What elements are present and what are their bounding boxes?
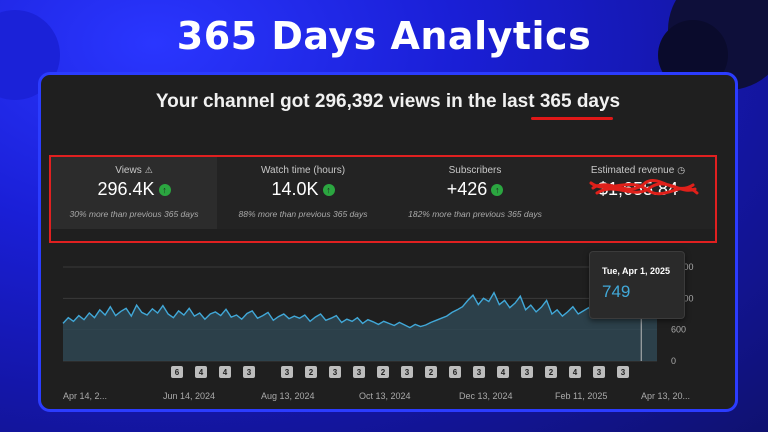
chart-tooltip: Tue, Apr 1, 2025 749 [589,251,685,319]
video-marker[interactable] [521,366,533,378]
video-marker[interactable] [195,366,207,378]
x-tick-label: Feb 11, 2025 [555,391,607,401]
metric-value: +426 [446,179,488,199]
metric-title: Views [115,165,142,176]
x-tick-label: Aug 13, 2024 [261,391,315,401]
views-area [63,292,657,361]
analytics-panel: Your channel got 296,392 views in the la… [38,72,738,412]
video-marker-count: 3 [525,368,530,377]
video-marker[interactable] [329,366,341,378]
metric-comparison: 182% more than previous 365 days [408,209,542,219]
video-marker-count: 3 [285,368,290,377]
video-marker[interactable] [171,366,183,378]
tooltip-date: Tue, Apr 1, 2025 [602,266,671,276]
video-marker-count: 2 [549,368,554,377]
video-marker-count: 3 [405,368,410,377]
metric-comparison: 30% more than previous 365 days [69,209,199,219]
arrow-up-icon: ↑ [491,184,504,197]
summary-heading: Your channel got 296,392 views in the la… [155,91,621,112]
warning-icon: ⚠ [144,165,153,175]
tooltip-value: 749 [602,282,631,301]
views-series-line [62,291,658,329]
video-marker[interactable] [219,366,231,378]
video-marker[interactable] [473,366,485,378]
y-tick-label: 0 [671,356,676,366]
highlight-underline [531,117,613,120]
metric-title: Subscribers [448,165,502,176]
arrow-up-icon: ↑ [322,184,335,197]
metric-card-subscribers[interactable]: Subscribers +426 ↑ 182% more than previou… [389,157,562,229]
x-tick-label: Apr 14, 2... [63,391,107,401]
video-marker-count: 3 [247,368,252,377]
page-title: 365 Days Analytics [176,14,592,58]
metric-value: 14.0K [271,179,319,199]
video-marker[interactable] [593,366,605,378]
video-marker[interactable] [377,366,389,378]
redaction-scribble [589,179,699,196]
x-tick-label: Oct 13, 2024 [359,391,411,401]
video-marker[interactable] [305,366,317,378]
metric-comparison: 88% more than previous 365 days [238,209,368,219]
video-marker-count: 3 [477,368,482,377]
video-marker[interactable] [569,366,581,378]
video-marker-count: 2 [381,368,386,377]
video-marker-count: 4 [573,368,578,377]
metric-title: Watch time (hours) [260,165,346,176]
video-marker-count: 3 [621,368,626,377]
x-tick-label: Apr 13, 20... [641,391,690,401]
metric-card-watch-time[interactable]: Watch time (hours) 14.0K ↑ 88% more than … [217,157,390,229]
video-marker[interactable] [425,366,437,378]
video-marker[interactable] [243,366,255,378]
video-marker-count: 6 [453,368,458,377]
metric-title: Estimated revenue [590,165,675,176]
x-tick-label: Dec 13, 2024 [459,391,513,401]
video-marker-count: 4 [501,368,506,377]
video-marker-count: 4 [223,368,228,377]
video-marker-count: 2 [429,368,434,377]
metric-card-views[interactable]: Views ⚠ 296.4K ↑ 30% more than previous 36… [51,157,218,229]
y-tick-label: 600 [671,325,686,335]
video-marker-count: 3 [597,368,602,377]
video-marker-count: 3 [357,368,362,377]
video-marker[interactable] [497,366,509,378]
video-marker-count: 6 [175,368,180,377]
video-marker-count: 4 [199,368,204,377]
video-marker[interactable] [449,366,461,378]
video-marker[interactable] [353,366,365,378]
x-tick-label: Jun 14, 2024 [163,391,215,401]
views-area-chart[interactable]: 06001,2001,8006443323323263432433Apr 14,… [41,255,735,405]
video-marker[interactable] [281,366,293,378]
video-marker-count: 2 [309,368,314,377]
clock-icon: ◷ [677,165,686,175]
video-marker[interactable] [545,366,557,378]
arrow-up-icon: ↑ [158,184,171,197]
video-marker-count: 3 [333,368,338,377]
video-marker[interactable] [401,366,413,378]
metric-value: 296.4K [97,179,155,199]
video-marker[interactable] [617,366,629,378]
